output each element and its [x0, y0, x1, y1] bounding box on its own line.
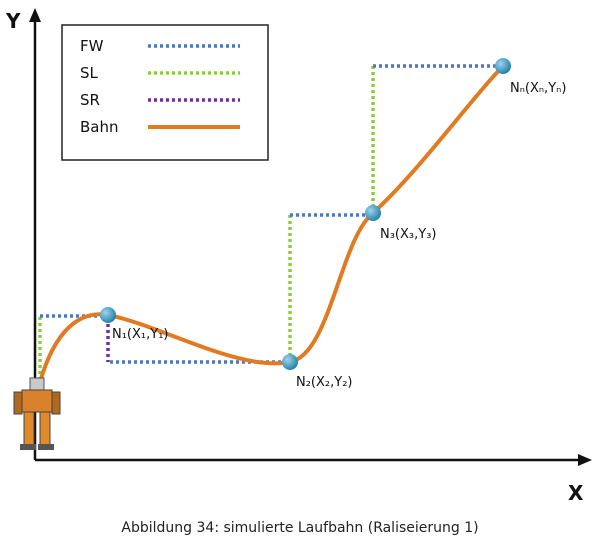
- y-label: Y: [5, 9, 21, 33]
- caption: Abbildung 34: simulierte Laufbahn (Ralis…: [121, 520, 478, 536]
- legend-label: Bahn: [80, 118, 119, 136]
- robot-icon: [13, 377, 61, 450]
- legend-label: SL: [80, 64, 99, 82]
- y-arrow: [29, 8, 41, 22]
- trajectory: [38, 64, 505, 383]
- x-arrow: [578, 454, 592, 466]
- node: [365, 205, 381, 221]
- x-label: X: [568, 481, 584, 505]
- legend-label: SR: [80, 91, 100, 109]
- node: [100, 307, 116, 323]
- node-label: N₂(X₂,Y₂): [296, 375, 352, 390]
- node-label: Nₙ(Xₙ,Yₙ): [510, 81, 566, 96]
- node-label: N₃(X₃,Y₃): [380, 227, 436, 242]
- node: [282, 354, 298, 370]
- node: [495, 58, 511, 74]
- node-label: N₁(X₁,Y₁): [112, 327, 168, 342]
- legend-label: FW: [80, 37, 104, 55]
